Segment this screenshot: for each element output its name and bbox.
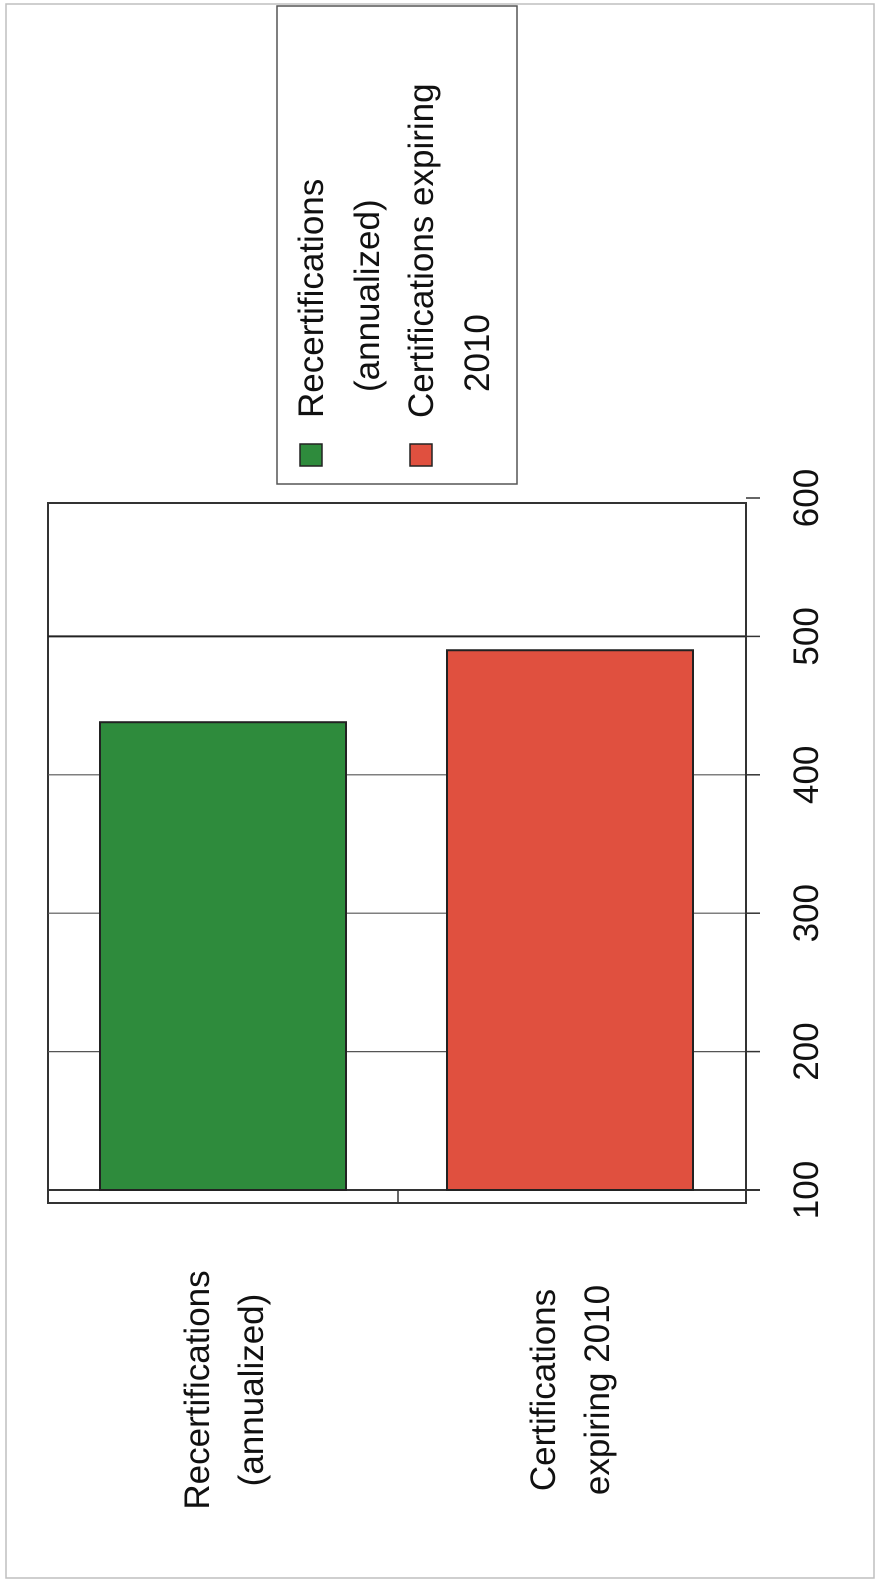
page-border xyxy=(5,3,875,1579)
bars xyxy=(99,649,694,1191)
value-tick-label: 500 xyxy=(787,607,826,665)
category-label-line: expiring 2010 xyxy=(578,1285,617,1495)
value-tick-labels: 100 200 300 400 500 600 xyxy=(787,469,826,1219)
bar-2 xyxy=(446,649,694,1191)
category-label-line: Recertifications xyxy=(178,1270,217,1509)
value-tick-label: 100 xyxy=(787,1161,826,1219)
legend-label-1: Recertifications (annualized) xyxy=(292,179,387,418)
category-label-line: Certifications xyxy=(524,1289,563,1491)
bar-1 xyxy=(99,721,347,1191)
legend-swatch-1 xyxy=(299,443,323,467)
legend-label-2: Certifications expiring 2010 xyxy=(402,83,497,418)
category-labels: Recertifications (annualized) Certificatio… xyxy=(178,1270,617,1509)
legend-box xyxy=(276,5,518,485)
category-label-line: (annualized) xyxy=(232,1294,271,1487)
value-tick-label: 400 xyxy=(787,746,826,804)
category-label-2: Certifications expiring 2010 xyxy=(524,1285,617,1495)
category-label-1: Recertifications (annualized) xyxy=(178,1270,271,1509)
legend-label-line: 2010 xyxy=(458,314,497,392)
legend-label-line: Certifications expiring xyxy=(402,83,441,418)
value-tick-label: 200 xyxy=(787,1022,826,1080)
legend-swatch-2 xyxy=(409,443,433,467)
legend: Recertifications (annualized) Certificatio… xyxy=(276,5,518,485)
legend-label-line: Recertifications xyxy=(292,179,331,418)
legend-label-line: (annualized) xyxy=(348,199,387,392)
value-tick-label: 300 xyxy=(787,884,826,942)
value-tick-label: 600 xyxy=(787,469,826,527)
